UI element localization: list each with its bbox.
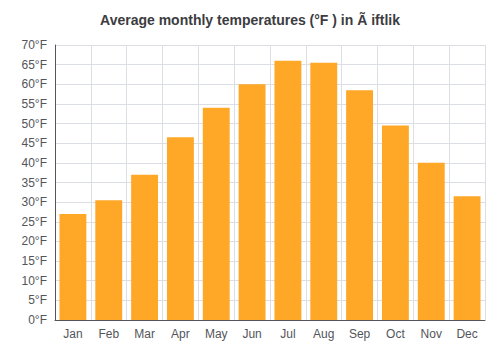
svg-text:45°F: 45°F: [22, 136, 47, 150]
svg-text:Dec: Dec: [456, 327, 477, 341]
svg-text:Feb: Feb: [98, 327, 119, 341]
svg-text:Jan: Jan: [63, 327, 82, 341]
svg-text:65°F: 65°F: [22, 58, 47, 72]
svg-text:15°F: 15°F: [22, 254, 47, 268]
svg-text:May: May: [205, 327, 228, 341]
svg-text:5°F: 5°F: [28, 293, 47, 307]
svg-text:Average monthly temperatures (: Average monthly temperatures (°F ) in Ã …: [100, 11, 400, 28]
svg-text:Mar: Mar: [134, 327, 155, 341]
svg-text:60°F: 60°F: [22, 77, 47, 91]
svg-text:35°F: 35°F: [22, 176, 47, 190]
svg-text:Jul: Jul: [280, 327, 295, 341]
svg-text:Jun: Jun: [242, 327, 261, 341]
svg-text:Oct: Oct: [386, 327, 405, 341]
svg-text:50°F: 50°F: [22, 117, 47, 131]
svg-text:55°F: 55°F: [22, 97, 47, 111]
svg-text:Apr: Apr: [171, 327, 190, 341]
svg-text:Sep: Sep: [349, 327, 371, 341]
svg-text:70°F: 70°F: [22, 38, 47, 52]
svg-text:20°F: 20°F: [22, 234, 47, 248]
svg-text:Nov: Nov: [421, 327, 442, 341]
svg-text:0°F: 0°F: [28, 313, 47, 327]
svg-text:40°F: 40°F: [22, 156, 47, 170]
svg-text:Aug: Aug: [313, 327, 334, 341]
svg-text:30°F: 30°F: [22, 195, 47, 209]
svg-text:25°F: 25°F: [22, 215, 47, 229]
svg-text:10°F: 10°F: [22, 274, 47, 288]
